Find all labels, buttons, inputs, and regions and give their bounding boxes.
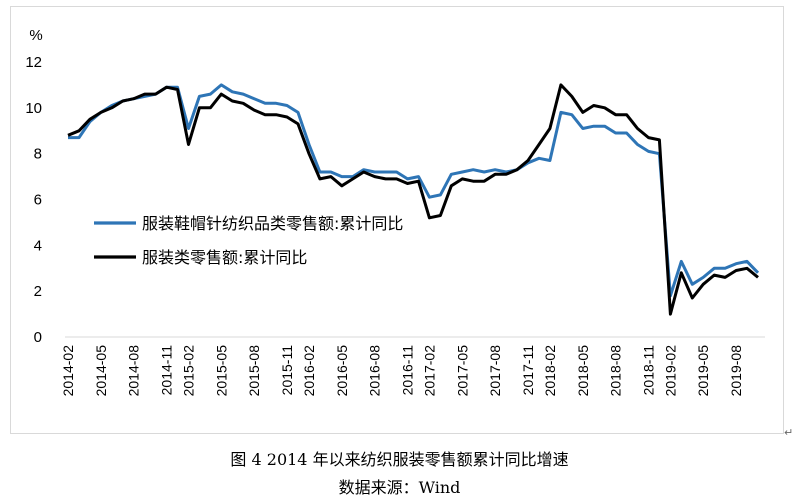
x-axis-ticks: 2014-02 2014-05 2014-08 2014-11 2015-02 2015-… — [60, 345, 744, 397]
x-tick-label: 2016-08 — [367, 345, 383, 397]
x-tick-label: 2015-02 — [180, 345, 196, 397]
x-tick-label: 2014-02 — [60, 345, 76, 397]
x-tick-label: 2017-05 — [454, 345, 470, 397]
y-tick-label: 6 — [34, 192, 42, 209]
y-tick-label: 12 — [25, 54, 42, 71]
x-tick-label: 2019-02 — [662, 345, 678, 397]
x-tick-label: 2016-11 — [400, 345, 416, 396]
x-tick-label: 2018-08 — [608, 345, 624, 397]
line-chart: % 0 2 4 6 8 10 12 2014-02 2014-05 2014-08 2014-11… — [25, 27, 765, 397]
x-tick-label: 2014-05 — [93, 345, 109, 397]
y-axis-unit-label: % — [29, 27, 42, 44]
x-tick-label: 2017-08 — [487, 345, 503, 397]
x-tick-label: 2015-11 — [279, 345, 295, 396]
x-tick-label: 2019-08 — [728, 345, 744, 397]
series-line-2 — [67, 83, 759, 316]
y-tick-label: 8 — [34, 146, 42, 163]
y-tick-label: 2 — [34, 283, 42, 300]
x-tick-label: 2015-08 — [246, 345, 262, 397]
x-tick-label: 2016-02 — [301, 345, 317, 397]
series-line-1 — [68, 83, 760, 298]
x-tick-label: 2016-05 — [334, 345, 350, 397]
figure-source: 数据来源：Wind — [338, 478, 461, 497]
x-tick-label: 2017-11 — [520, 345, 536, 396]
x-tick-label: 2017-02 — [421, 345, 437, 397]
x-tick-label: 2015-05 — [213, 345, 229, 397]
legend-label-2: 服装类零售额:累计同比 — [142, 248, 307, 267]
x-tick-label: 2019-05 — [695, 345, 711, 397]
x-tick-label: 2014-11 — [159, 345, 175, 396]
x-tick-label: 2014-08 — [126, 345, 142, 397]
y-tick-label: 10 — [25, 100, 42, 117]
series-lines — [67, 83, 760, 316]
y-axis-ticks: 0 2 4 6 8 10 12 — [25, 54, 42, 346]
legend-label-1: 服装鞋帽针纺织品类零售额:累计同比 — [142, 214, 403, 233]
x-tick-label: 2018-05 — [575, 345, 591, 397]
x-tick-label: 2018-02 — [542, 345, 558, 397]
figure-caption: 图 4 2014 年以来纺织服装零售额累计同比增速 — [230, 450, 569, 469]
y-tick-label: 0 — [34, 329, 42, 346]
chart-frame — [10, 6, 784, 434]
legend: 服装鞋帽针纺织品类零售额:累计同比 服装类零售额:累计同比 — [94, 214, 403, 267]
paragraph-mark: ↵ — [784, 426, 794, 439]
y-tick-label: 4 — [34, 237, 42, 254]
x-tick-label: 2018-11 — [640, 345, 656, 396]
